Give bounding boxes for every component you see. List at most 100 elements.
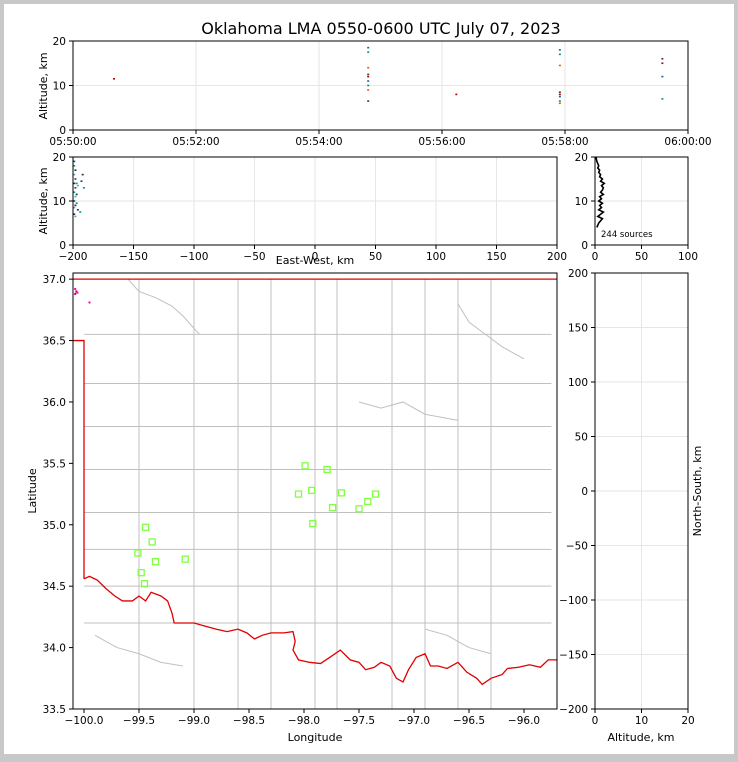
station-marker	[337, 489, 346, 497]
plan-view-source	[75, 290, 78, 293]
ew-height-x-tick-label: −50	[243, 251, 265, 263]
plan-view-xlabel: Longitude	[288, 731, 343, 744]
time-height-x-tick-label: 05:52:00	[172, 136, 219, 148]
station-marker	[371, 490, 380, 498]
time-height-source	[558, 102, 561, 105]
time-height-source	[558, 100, 561, 102]
ew-height-source	[76, 209, 79, 211]
time-height-source	[558, 64, 561, 67]
time-height-source	[367, 73, 370, 76]
ew-height-source	[74, 169, 77, 171]
time-height-source	[661, 62, 664, 65]
station-marker	[301, 462, 309, 470]
plan-view-y-tick-label: 34.5	[43, 581, 66, 593]
station-marker	[140, 580, 149, 588]
ew-height-x-tick-label: 0	[312, 251, 319, 263]
time-height-x-tick-label: 06:00:00	[664, 136, 711, 148]
time-height-ylabel: Altitude, km	[37, 52, 50, 119]
plan-view-source	[76, 291, 79, 294]
state-boundary	[73, 278, 557, 686]
ns-height-ylabel: North-South, km	[691, 446, 704, 537]
plan-view-x-tick-label: −96.0	[508, 715, 540, 727]
ew-height-panel: −200 −150 −100 −50 0 50 100 150 200 0 10 20 Altitu…	[37, 152, 567, 267]
ns-height-x-tick-label: 0	[592, 715, 599, 727]
ns-height-y-tick-label: −200	[559, 704, 588, 716]
county-line	[94, 634, 184, 667]
plan-view-source	[88, 301, 91, 304]
ew-height-source	[74, 204, 77, 207]
ew-height-source	[82, 187, 85, 189]
plan-view-x-tick-label: −97.5	[343, 715, 375, 727]
county-boundaries	[84, 278, 552, 709]
county-line	[457, 303, 525, 360]
time-height-source	[455, 93, 458, 96]
ew-height-source	[81, 173, 84, 176]
ew-height-source	[73, 200, 76, 202]
time-height-source	[367, 80, 370, 82]
altitude-histogram-panel: 0 50 100 0 10 20 244 sources	[575, 152, 698, 263]
time-height-x-tick-label: 05:58:00	[541, 136, 588, 148]
plan-view-axes	[72, 272, 558, 710]
ew-height-source	[73, 191, 76, 193]
plan-view-source	[74, 292, 77, 295]
plan-view-y-tick-label: 35.0	[43, 520, 66, 532]
ew-height-xlabel: East-West, km	[276, 254, 354, 267]
time-height-source	[367, 75, 370, 78]
ew-height-source	[80, 180, 83, 182]
time-height-y-tick-label: 10	[53, 81, 66, 93]
ew-height-sources	[73, 160, 85, 218]
ew-height-x-tick-label: −150	[119, 251, 148, 263]
plan-view-y-tick-label: 36.0	[43, 397, 66, 409]
station-marker	[137, 569, 145, 577]
ew-height-ylabel: Altitude, km	[37, 167, 50, 234]
ew-height-source	[74, 178, 77, 180]
altitude-histogram-x-tick-label: 50	[635, 251, 648, 263]
time-height-source	[661, 98, 664, 100]
plan-view-panel: −100.0 −99.5 −99.0 −98.5 −98.0 −97.5 −97.0 −96.…	[26, 272, 558, 744]
plan-view-x-tick-label: −98.5	[233, 715, 265, 727]
time-height-source	[367, 66, 370, 69]
altitude-histogram-x-tick-label: 100	[678, 251, 698, 263]
station-marker	[355, 505, 363, 513]
time-height-x-tick-label: 05:56:00	[418, 136, 465, 148]
ew-height-source	[76, 184, 79, 187]
plan-view-y-tick-label: 35.5	[43, 458, 66, 470]
time-height-source	[558, 93, 561, 96]
station-markers	[134, 462, 380, 588]
ew-height-y-tick-label: 10	[53, 196, 66, 208]
plan-view-x-tick-label: −99.0	[178, 715, 210, 727]
station-marker	[134, 549, 142, 557]
altitude-histogram-y-tick-label: 0	[581, 240, 588, 252]
plan-view-y-tick-label: 37.0	[43, 274, 66, 286]
time-height-x-tick-label: 05:50:00	[49, 136, 96, 148]
ew-height-x-tick-label: 100	[426, 251, 446, 263]
time-height-panel: 05:50:00 05:52:00 05:54:00 05:56:00 05:58:00…	[37, 36, 712, 148]
plan-view-y-tick-label: 33.5	[43, 704, 66, 716]
time-height-y-tick-label: 0	[59, 125, 66, 137]
time-height-source	[367, 89, 370, 91]
ns-height-x-ticks: 0 10 20	[592, 709, 695, 727]
time-height-source	[367, 46, 370, 49]
altitude-histogram-x-ticks: 0 50 100	[592, 245, 698, 263]
ew-height-x-tick-label: 50	[369, 251, 382, 263]
ns-height-y-tick-label: 200	[568, 268, 588, 280]
ew-height-source	[73, 213, 76, 215]
state-boundary-south	[83, 575, 557, 686]
ew-height-source	[74, 187, 77, 189]
plan-view-x-tick-label: −96.5	[453, 715, 485, 727]
county-line	[127, 278, 200, 335]
altitude-histogram-y-ticks: 0 10 20	[575, 152, 595, 252]
plan-view-ylabel: Latitude	[26, 468, 39, 514]
plan-view-x-tick-label: −98.0	[288, 715, 320, 727]
ew-height-x-tick-label: −100	[180, 251, 209, 263]
altitude-histogram-x-tick-label: 0	[592, 251, 599, 263]
plan-view-y-tick-label: 36.5	[43, 336, 66, 348]
altitude-histogram-line	[595, 156, 606, 228]
station-marker	[308, 486, 316, 495]
time-height-source	[558, 95, 561, 98]
ns-height-y-tick-label: −100	[559, 595, 588, 607]
ns-height-xlabel: Altitude, km	[607, 731, 674, 744]
ew-height-source	[79, 211, 82, 213]
